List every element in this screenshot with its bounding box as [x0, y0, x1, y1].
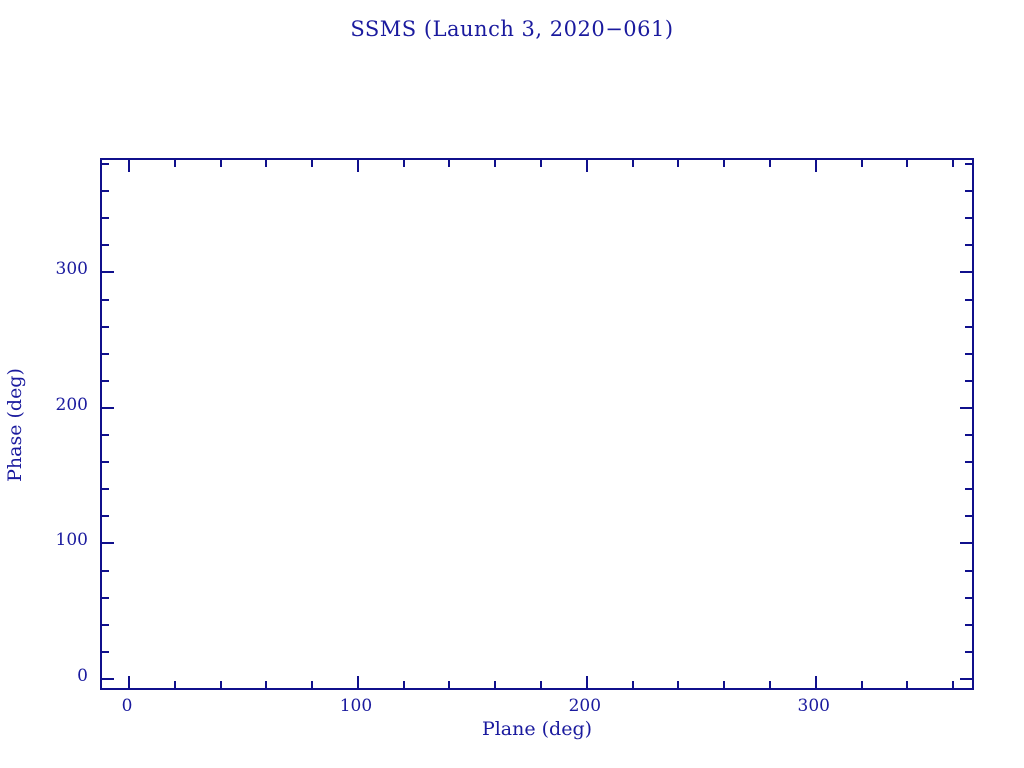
axis-tick — [102, 488, 109, 491]
axis-tick — [494, 681, 497, 688]
axis-tick — [965, 352, 972, 355]
axis-tick — [860, 681, 863, 688]
axis-tick — [311, 160, 314, 167]
axis-tick — [102, 650, 109, 653]
axis-tick — [102, 271, 114, 274]
plot-data-area — [102, 160, 972, 688]
y-tick-label: 0 — [77, 665, 88, 686]
x-tick-label: 0 — [121, 696, 133, 716]
chart-title: SSMS (Launch 3, 2020−061) — [350, 17, 674, 41]
x-tick-label: 300 — [797, 696, 830, 716]
axis-tick — [102, 596, 109, 599]
axis-tick — [219, 160, 222, 167]
axis-tick — [965, 379, 972, 382]
x-tick-label: 200 — [568, 696, 602, 716]
axis-tick — [906, 160, 909, 167]
axis-tick — [102, 677, 114, 680]
axis-tick — [960, 406, 972, 409]
axis-tick — [102, 163, 109, 166]
y-tick-label: 200 — [55, 394, 88, 415]
axis-tick — [265, 160, 268, 167]
axis-tick — [494, 160, 497, 167]
axis-tick — [128, 160, 130, 172]
plot-frame — [100, 158, 974, 690]
axis-tick — [952, 160, 955, 167]
axis-tick — [965, 190, 972, 193]
axis-tick — [814, 160, 817, 172]
axis-tick — [102, 623, 109, 626]
axis-tick — [102, 434, 109, 437]
axis-tick — [768, 681, 771, 688]
axis-tick — [960, 677, 972, 680]
axis-tick — [965, 461, 972, 464]
axis-tick — [965, 650, 972, 653]
y-axis-title: Phase (deg) — [4, 368, 26, 482]
axis-tick — [965, 596, 972, 599]
axis-tick — [356, 676, 359, 688]
axis-tick — [631, 160, 634, 167]
axis-tick — [102, 461, 109, 464]
axis-tick — [631, 681, 634, 688]
axis-tick — [540, 681, 543, 688]
axis-tick — [102, 406, 114, 409]
axis-tick — [965, 515, 972, 518]
axis-tick — [585, 160, 588, 172]
axis-tick — [102, 298, 109, 301]
axis-tick — [965, 298, 972, 301]
axis-tick — [965, 488, 972, 491]
axis-tick — [965, 217, 972, 220]
axis-tick — [814, 676, 817, 688]
axis-tick — [102, 542, 114, 545]
axis-tick — [102, 352, 109, 355]
axis-tick — [173, 681, 176, 688]
axis-tick — [311, 681, 314, 688]
axis-tick — [677, 160, 680, 167]
axis-tick — [960, 542, 972, 545]
axis-tick — [965, 569, 972, 572]
axis-tick — [906, 681, 909, 688]
axis-tick — [960, 271, 972, 274]
axis-tick — [402, 160, 405, 167]
y-tick-label: 300 — [55, 259, 88, 280]
axis-tick — [448, 681, 451, 688]
axis-tick — [768, 160, 771, 167]
axis-tick — [102, 244, 109, 247]
axis-tick — [965, 244, 972, 247]
axis-tick — [102, 379, 109, 382]
axis-tick — [128, 676, 130, 688]
axis-tick — [965, 434, 972, 437]
axis-tick — [540, 160, 543, 167]
x-tick-label: 100 — [339, 696, 373, 716]
axis-tick — [219, 681, 222, 688]
axis-tick — [265, 681, 268, 688]
axis-tick — [965, 163, 972, 166]
axis-tick — [860, 160, 863, 167]
axis-tick — [102, 325, 109, 328]
x-axis-title: Plane (deg) — [481, 718, 593, 740]
axis-tick — [448, 160, 451, 167]
axis-tick — [677, 681, 680, 688]
axis-tick — [952, 681, 955, 688]
y-tick-label: 100 — [55, 530, 88, 551]
axis-tick — [965, 623, 972, 626]
axis-tick — [402, 681, 405, 688]
axis-tick — [102, 217, 109, 220]
axis-tick — [102, 190, 109, 193]
axis-tick — [102, 569, 109, 572]
axis-tick — [723, 160, 726, 167]
axis-tick — [356, 160, 359, 172]
axis-tick — [965, 325, 972, 328]
axis-tick — [173, 160, 176, 167]
axis-tick — [585, 676, 588, 688]
axis-tick — [723, 681, 726, 688]
axis-tick — [102, 515, 109, 518]
